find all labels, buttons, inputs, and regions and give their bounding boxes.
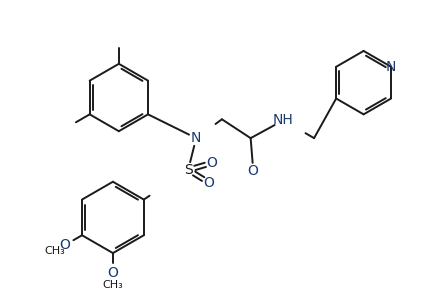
Text: O: O	[207, 156, 218, 170]
Text: S: S	[184, 163, 193, 177]
Text: O: O	[247, 164, 258, 178]
Text: O: O	[60, 238, 70, 252]
Text: NH: NH	[273, 113, 294, 127]
Text: N: N	[386, 60, 396, 74]
Text: N: N	[191, 131, 201, 145]
Text: CH₃: CH₃	[44, 246, 65, 256]
Text: O: O	[108, 266, 118, 280]
Text: CH₃: CH₃	[102, 280, 123, 290]
Text: O: O	[204, 176, 215, 190]
